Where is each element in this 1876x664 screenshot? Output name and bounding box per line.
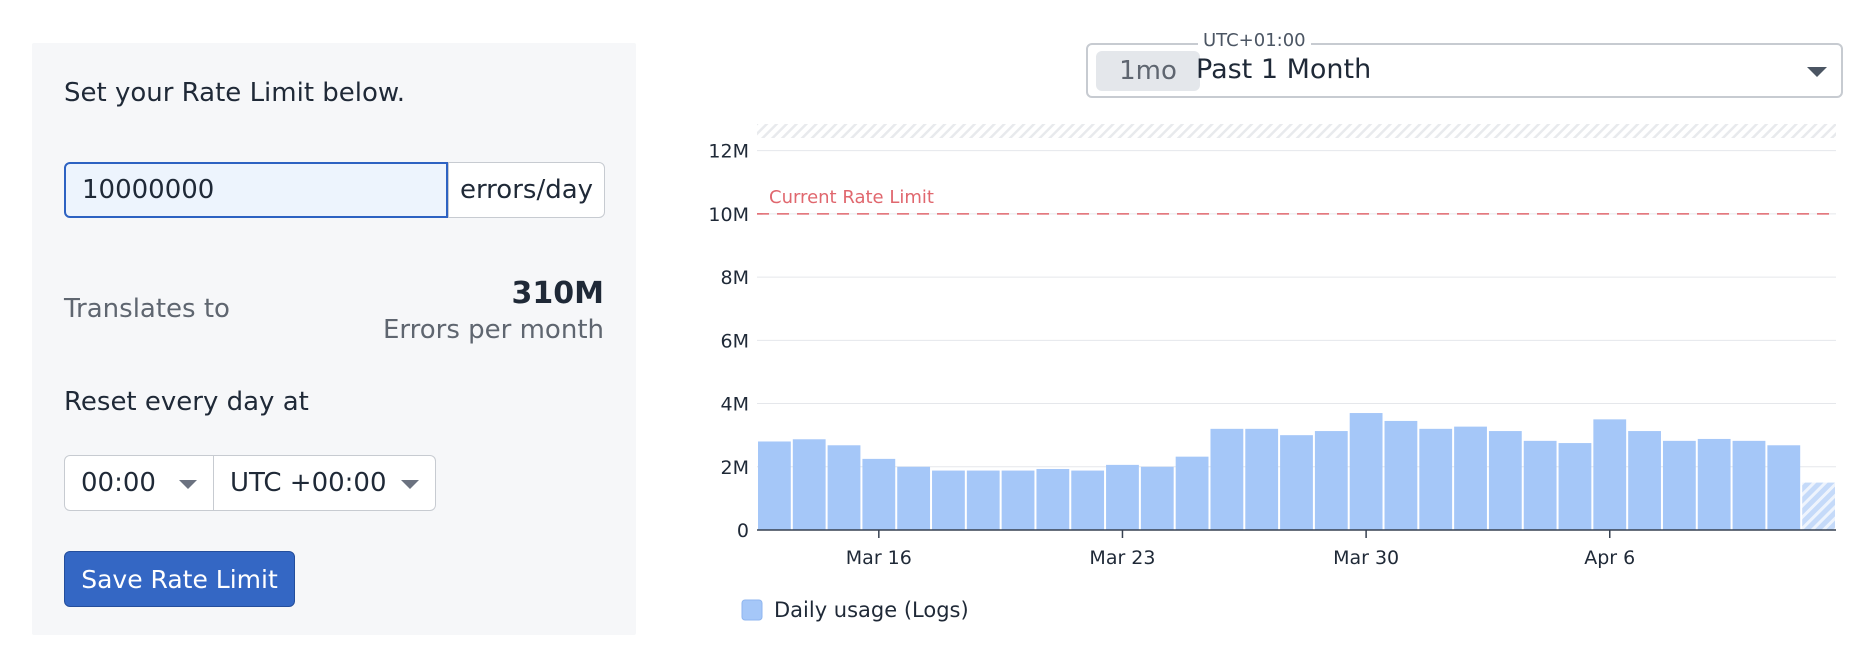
usage-bar	[862, 458, 896, 530]
usage-bar	[1349, 413, 1383, 530]
x-tick-label: Apr 6	[1584, 547, 1635, 569]
usage-bar	[1419, 428, 1453, 530]
y-tick-label: 8M	[721, 267, 749, 289]
usage-bar	[1245, 428, 1279, 530]
usage-bar	[1175, 456, 1209, 530]
usage-bar	[1384, 420, 1418, 530]
time-range-badge: 1mo	[1096, 51, 1200, 91]
legend-swatch	[741, 599, 763, 621]
usage-bar	[1732, 440, 1766, 530]
usage-bar	[758, 441, 791, 530]
x-tick-label: Mar 16	[846, 547, 912, 569]
usage-bar	[827, 445, 861, 530]
rate-limit-line-label: Current Rate Limit	[769, 187, 934, 208]
x-tick-label: Mar 23	[1089, 547, 1155, 569]
usage-bar	[1767, 445, 1801, 530]
y-tick-label: 0	[737, 520, 749, 542]
usage-bar	[966, 470, 1000, 530]
time-range-timezone: UTC+01:00	[1198, 30, 1311, 51]
reset-time-value: 00:00	[81, 468, 156, 498]
time-range-select[interactable]: UTC+01:00 1mo Past 1 Month	[1086, 30, 1843, 98]
usage-bar	[1036, 468, 1070, 530]
rate-limit-unit: errors/day	[448, 162, 605, 218]
chevron-down-icon	[179, 480, 197, 489]
usage-bar	[1454, 426, 1487, 530]
rate-limit-panel: Set your Rate Limit below. errors/day Tr…	[32, 43, 636, 635]
y-tick-label: 12M	[708, 141, 749, 163]
reset-label: Reset every day at	[64, 387, 309, 417]
usage-bar	[1558, 443, 1592, 530]
usage-bar	[1697, 438, 1731, 530]
translates-label: Translates to	[64, 294, 230, 324]
x-tick-label: Mar 30	[1333, 547, 1399, 569]
rate-limit-input[interactable]	[64, 162, 448, 218]
usage-bar	[1071, 470, 1105, 530]
y-tick-label: 10M	[708, 204, 749, 226]
usage-bar	[1106, 464, 1139, 530]
chevron-down-icon	[1807, 67, 1827, 77]
usage-bar	[1314, 431, 1348, 530]
chevron-down-icon	[401, 480, 419, 489]
usage-bar	[1140, 466, 1174, 530]
y-tick-label: 2M	[721, 457, 749, 479]
reset-time-select[interactable]: 00:00	[64, 455, 214, 511]
usage-bar	[1593, 419, 1627, 530]
usage-bar	[1662, 440, 1696, 530]
usage-chart: 0 2M 4M 6M 8M 10M 12M Current Rate Limit Mar 16 M…	[708, 124, 1836, 622]
usage-bar	[897, 466, 931, 530]
usage-bar	[1280, 435, 1313, 530]
usage-bar	[932, 470, 965, 530]
reset-timezone-select[interactable]: UTC +00:00	[214, 455, 436, 511]
time-range-label: Past 1 Month	[1196, 54, 1372, 85]
chart-top-band	[757, 124, 1836, 138]
y-tick-label: 4M	[721, 394, 749, 416]
y-tick-label: 6M	[721, 330, 749, 352]
rate-limit-intro: Set your Rate Limit below.	[64, 78, 406, 108]
reset-timezone-value: UTC +00:00	[230, 468, 387, 498]
usage-bar	[1628, 431, 1661, 530]
usage-bar	[792, 439, 826, 530]
usage-bar	[1001, 470, 1035, 530]
usage-bar	[1802, 482, 1835, 530]
save-rate-limit-button[interactable]: Save Rate Limit	[64, 551, 295, 607]
monthly-errors-value: 310M	[511, 276, 604, 311]
monthly-errors-caption: Errors per month	[382, 315, 604, 345]
usage-bar	[1210, 428, 1244, 530]
usage-bar	[1488, 431, 1522, 530]
legend-label: Daily usage (Logs)	[774, 598, 969, 622]
usage-bar	[1523, 440, 1557, 530]
